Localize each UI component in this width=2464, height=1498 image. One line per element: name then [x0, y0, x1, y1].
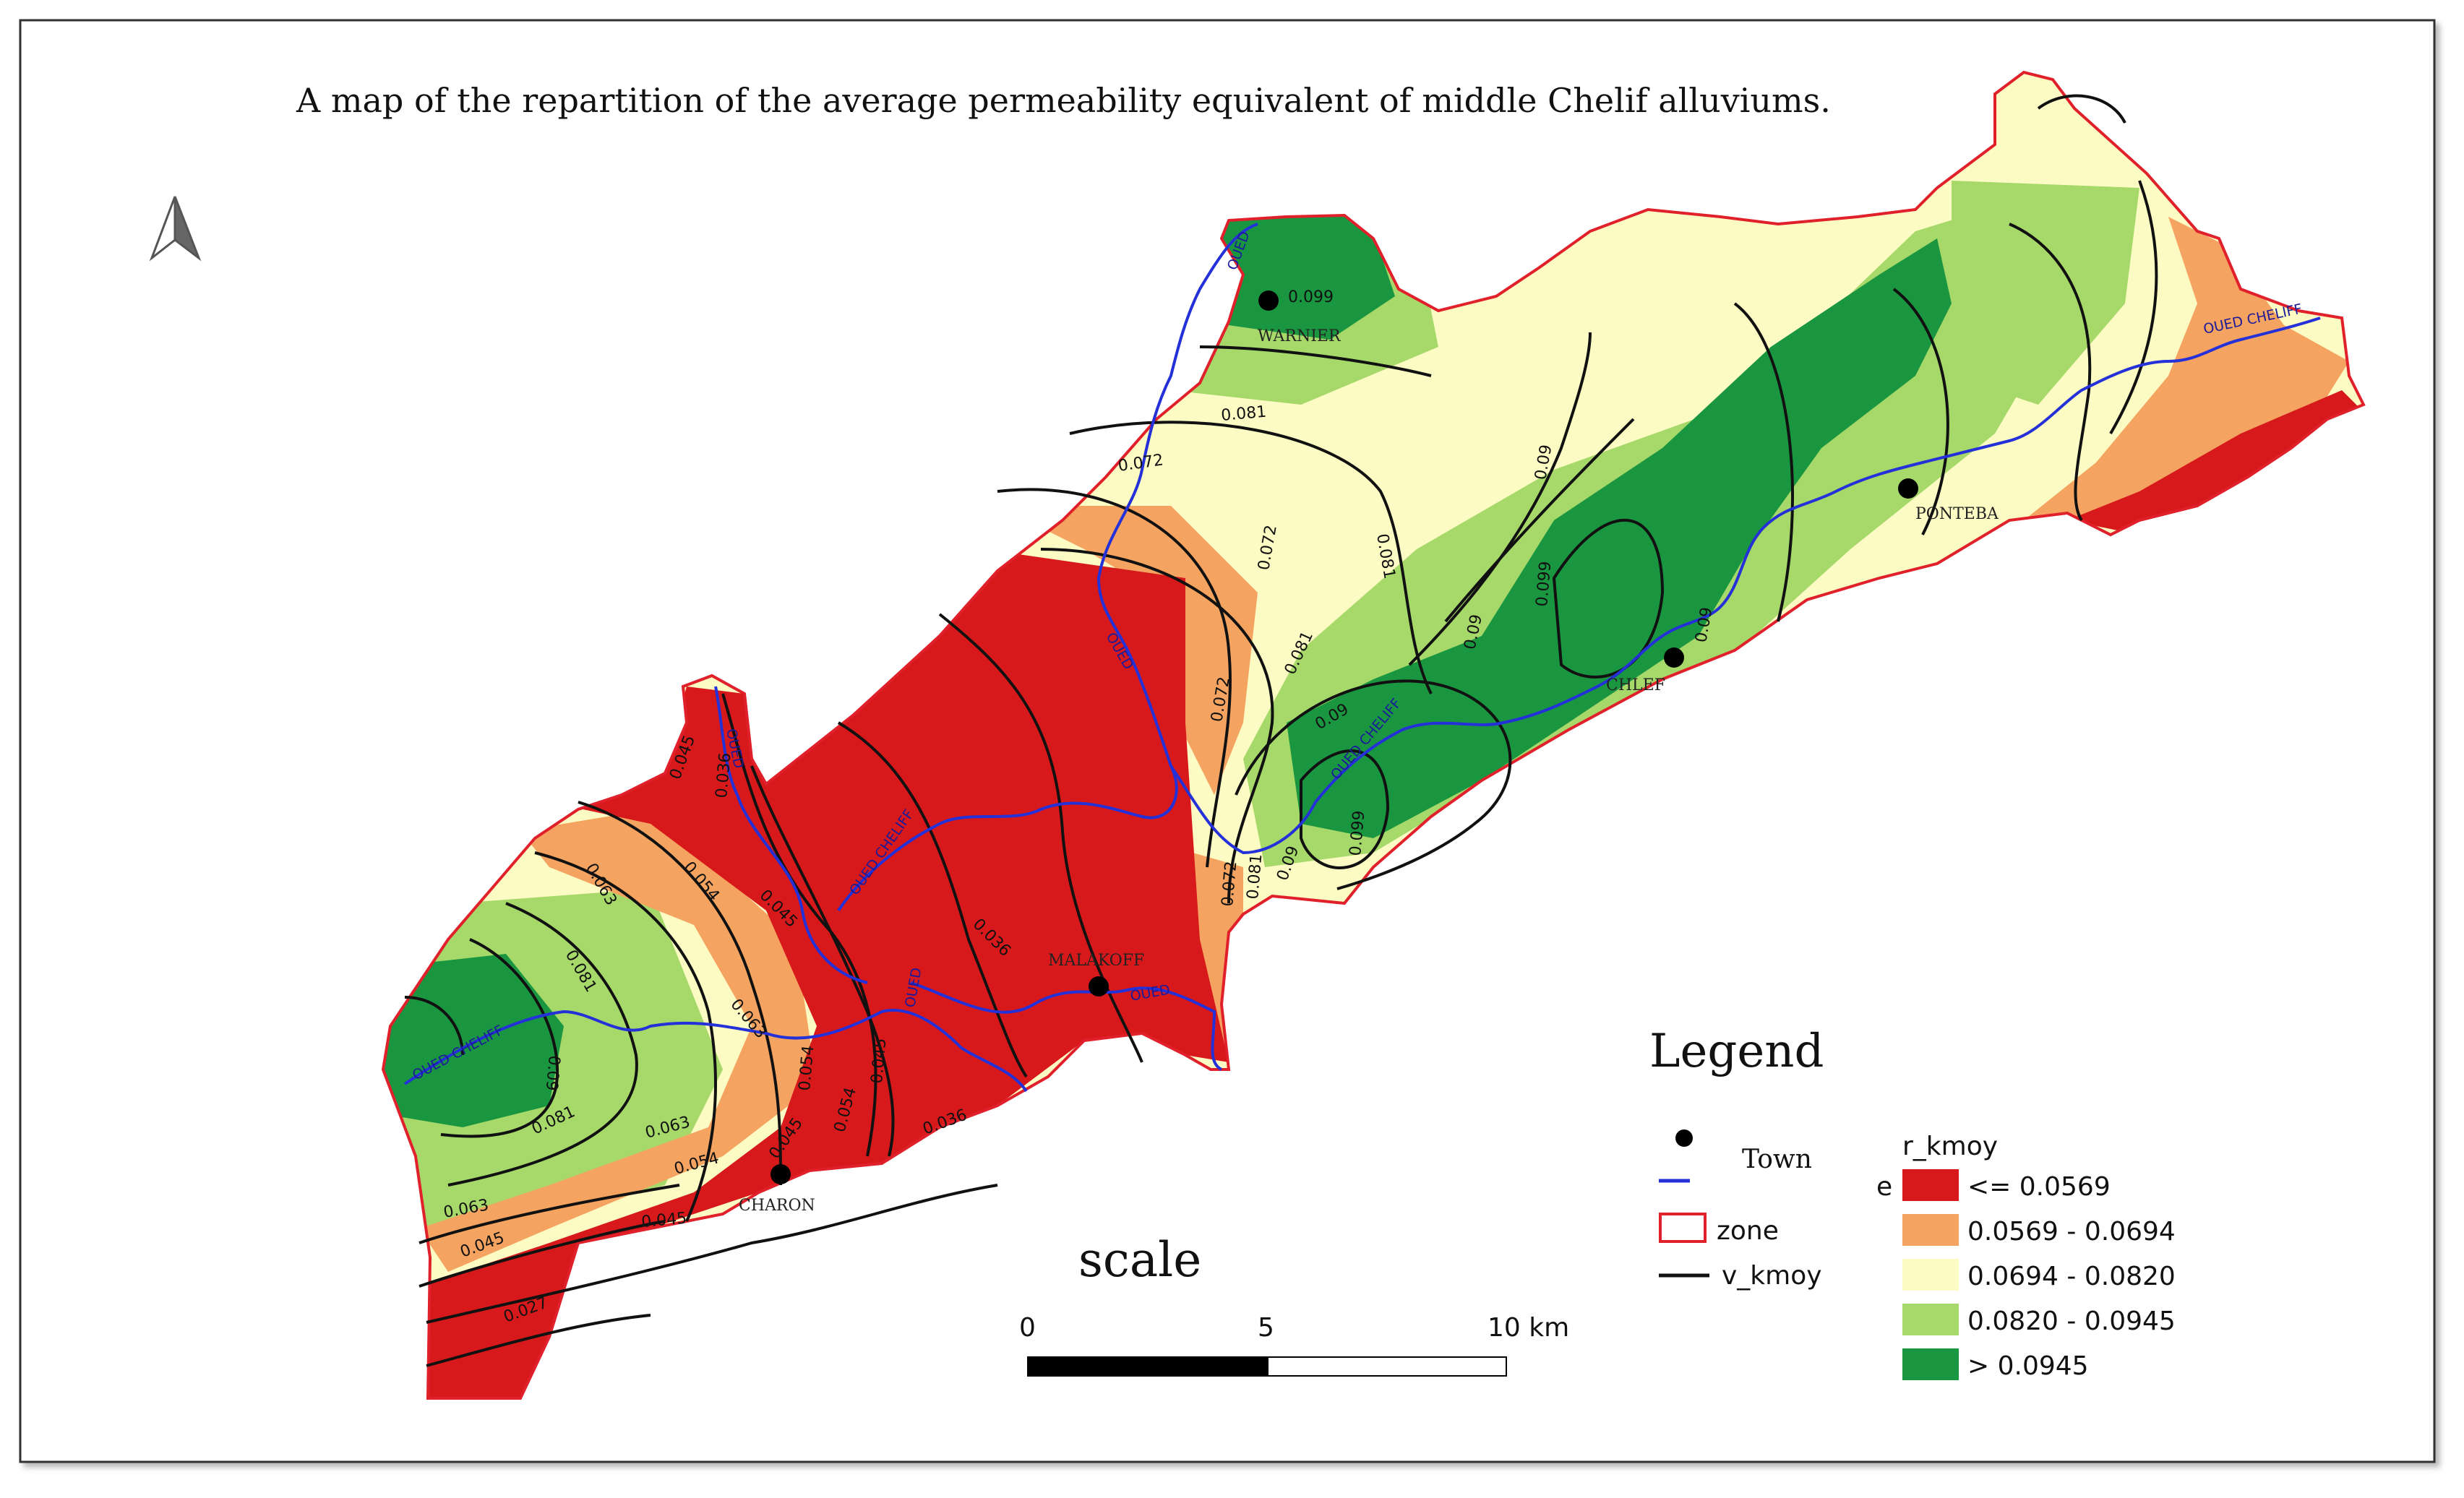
- scale-bar: 0 5 10 km: [1019, 1313, 1569, 1377]
- contour-label: 0.099: [1533, 561, 1555, 608]
- legend-class-label: 0.0569 - 0.0694: [1967, 1217, 2176, 1247]
- legend-class-title: r_kmoy: [1902, 1132, 1998, 1161]
- contour-label: 0.09: [542, 1054, 563, 1091]
- legend-class-swatch: [1902, 1304, 1959, 1335]
- scale-tick-label: 0: [1019, 1313, 1036, 1343]
- legend-class-swatch: [1902, 1214, 1959, 1246]
- town-marker-malakoff: [1089, 976, 1109, 996]
- contour-label: 0.099: [1288, 288, 1334, 306]
- scale-segment-black: [1027, 1356, 1269, 1377]
- town-label-chlef: CHLEF: [1606, 676, 1665, 694]
- legend-class-label: > 0.0945: [1967, 1351, 2089, 1381]
- legend-river-code: e: [1876, 1172, 1892, 1202]
- town-label-ponteba: PONTEBA: [1915, 505, 1999, 523]
- legend-class-swatch: [1902, 1259, 1959, 1291]
- contour-label: 0.081: [1220, 403, 1267, 425]
- scale-segment-white: [1267, 1356, 1507, 1377]
- contour-label: 0.036: [713, 752, 734, 799]
- contour-label: 0.081: [1244, 853, 1266, 900]
- legend-class-swatch: [1902, 1169, 1959, 1201]
- legend-town-symbol: [1675, 1129, 1693, 1147]
- river-oued-cheliff: [403, 223, 2321, 1093]
- town-label-malakoff: MALAKOFF: [1048, 952, 1144, 970]
- north-arrow-icon: [149, 196, 202, 262]
- town-labels: WARNIER PONTEBA CHLEF MALAKOFF CHARON: [739, 327, 1999, 1215]
- legend-zone-symbol: [1659, 1213, 1707, 1243]
- town-marker-ponteba: [1898, 478, 1918, 499]
- legend-contour-label: v_kmoy: [1722, 1261, 1822, 1291]
- map-title: A map of the repartition of the average …: [296, 81, 1831, 120]
- legend-title: Legend: [1649, 1025, 1824, 1078]
- contour-label: 0.045: [640, 1210, 687, 1231]
- scale-tick-label: 5: [1258, 1313, 1274, 1343]
- contour-label: 0.054: [796, 1045, 817, 1092]
- town-marker-chlef: [1664, 647, 1684, 668]
- contour-lines: [404, 94, 2158, 1367]
- legend-class-label: <= 0.0569: [1967, 1172, 2111, 1202]
- legend-class-swatch: [1902, 1348, 1959, 1380]
- contour-label: 0.072: [1219, 861, 1240, 908]
- scale-tick-label: 10 km: [1488, 1313, 1569, 1343]
- town-label-warnier: WARNIER: [1258, 327, 1342, 345]
- legend-zone-label: zone: [1717, 1216, 1779, 1246]
- town-markers: [770, 290, 1918, 1184]
- town-label-charon: CHARON: [739, 1197, 815, 1215]
- legend-class-label: 0.0820 - 0.0945: [1967, 1307, 2176, 1336]
- contour-label: 0.099: [1347, 810, 1368, 857]
- legend: Town zone v_kmoy e r_kmoy <= 0.0569 0.05…: [1659, 1129, 2176, 1381]
- contour-label: 0.045: [868, 1038, 890, 1085]
- town-marker-charon: [770, 1164, 791, 1184]
- legend-class-label: 0.0694 - 0.0820: [1967, 1262, 2176, 1291]
- legend-town-label: Town: [1742, 1145, 1812, 1174]
- town-marker-warnier: [1258, 290, 1279, 311]
- scale-title: scale: [1078, 1232, 1202, 1288]
